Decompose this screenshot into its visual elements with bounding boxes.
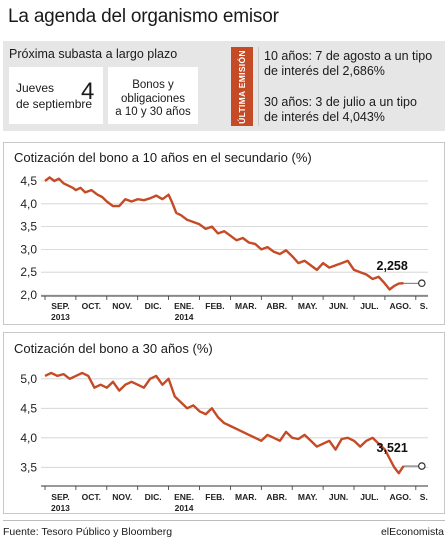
auction-type: Bonos y obligaciones a 10 y 30 años: [108, 79, 198, 120]
last-issue-30y: 30 años: 3 de julio a un tipo de interés…: [264, 95, 444, 125]
x-tick-label-10y: MAR.: [235, 301, 257, 311]
last-value-label-10y: 2,258: [377, 259, 408, 273]
last-point-marker-30y: [418, 462, 426, 470]
last-value-label-30y: 3,521: [377, 441, 408, 455]
x-tick-label-30y: ABR.: [266, 492, 287, 502]
last-issue-10y-line2: de interés del 2,686%: [264, 64, 385, 78]
y-tick-label-10y: 2,5: [20, 265, 37, 279]
x-tick-label-30y: FEB.: [205, 492, 224, 502]
x-tick-label-30y: NOV.: [112, 492, 132, 502]
y-tick-label-10y: 4,0: [20, 197, 37, 211]
y-tick-label-30y: 4,5: [20, 401, 37, 415]
last-issue-30y-line2: de interés del 4,043%: [264, 110, 385, 124]
auction-type-line1: Bonos y: [132, 79, 174, 91]
y-tick-label-10y: 4,5: [20, 174, 37, 188]
x-tick-label-10y: DIC.: [145, 301, 162, 311]
auction-type-line2: obligaciones: [121, 92, 185, 105]
x-tick-label-10y: ENE.: [174, 301, 194, 311]
auction-day-number: 4: [81, 78, 95, 105]
auction-day-line1: Jueves: [16, 81, 55, 95]
year-label-10y: 2014: [175, 312, 194, 322]
x-tick-label-10y: FEB.: [205, 301, 224, 311]
x-tick-label-30y: DIC.: [145, 492, 162, 502]
x-tick-label-30y: JUL.: [360, 492, 378, 502]
x-tick-label-30y: S.: [420, 492, 428, 502]
y-tick-label-10y: 3,0: [20, 242, 37, 256]
x-tick-label-10y: AGO.: [390, 301, 412, 311]
chart-30y-title: Cotización del bono a 30 años (%): [14, 341, 213, 356]
y-tick-label-10y: 2,0: [20, 288, 37, 302]
footer-source: Fuente: Tesoro Público y Bloomberg: [3, 526, 173, 538]
x-tick-label-30y: AGO.: [390, 492, 412, 502]
y-tick-label-10y: 3,5: [20, 220, 37, 234]
y-tick-label-30y: 3,5: [20, 460, 37, 474]
x-tick-label-30y: ENE.: [174, 492, 194, 502]
x-tick-label-30y: SEP.: [51, 492, 69, 502]
year-label-30y: 2013: [51, 503, 70, 513]
y-tick-label-30y: 5,0: [20, 372, 37, 386]
x-tick-label-10y: SEP.: [51, 301, 69, 311]
x-tick-label-10y: ABR.: [266, 301, 287, 311]
last-point-marker-10y: [418, 279, 426, 288]
auction-date-box: Jueves de septiembre 4: [9, 67, 103, 124]
x-tick-label-10y: JUL.: [360, 301, 378, 311]
chart-10y-title: Cotización del bono a 10 años en el secu…: [14, 150, 312, 165]
chart-10y-frame: [3, 142, 445, 325]
x-tick-label-10y: NOV.: [112, 301, 132, 311]
last-issue-30y-line1: 30 años: 3 de julio a un tipo: [264, 95, 417, 109]
series-line-30y: [44, 371, 405, 475]
x-tick-label-10y: JUN.: [329, 301, 348, 311]
auction-day: Jueves de septiembre: [16, 80, 92, 112]
auction-type-box: Bonos y obligaciones a 10 y 30 años: [108, 67, 198, 124]
x-tick-label-10y: OCT.: [82, 301, 101, 311]
x-tick-label-10y: S.: [420, 301, 428, 311]
last-issue-10y-line1: 10 años: 7 de agosto a un tipo: [264, 49, 433, 63]
y-tick-label-30y: 4,0: [20, 431, 37, 445]
x-tick-label-30y: MAR.: [235, 492, 257, 502]
last-issue-divider: [258, 47, 259, 126]
last-issue-10y: 10 años: 7 de agosto a un tipo de interé…: [264, 49, 444, 79]
auction-type-line3: a 10 y 30 años: [115, 106, 191, 118]
x-tick-label-30y: JUN.: [329, 492, 348, 502]
series-line-10y: [44, 176, 404, 291]
auction-day-line2: de septiembre: [16, 97, 93, 111]
last-issue-badge: ÚLTIMA EMISIÓN: [231, 47, 253, 126]
footer-divider: [3, 520, 445, 521]
auction-label: Próxima subasta a largo plazo: [9, 47, 178, 61]
footer-brand: elEconomista: [380, 526, 444, 538]
year-label-30y: 2014: [175, 503, 194, 513]
year-label-10y: 2013: [51, 312, 70, 322]
x-tick-label-30y: OCT.: [82, 492, 101, 502]
x-tick-label-10y: MAY.: [298, 301, 318, 311]
page-title: La agenda del organismo emisor: [8, 6, 279, 27]
x-tick-label-30y: MAY.: [298, 492, 318, 502]
